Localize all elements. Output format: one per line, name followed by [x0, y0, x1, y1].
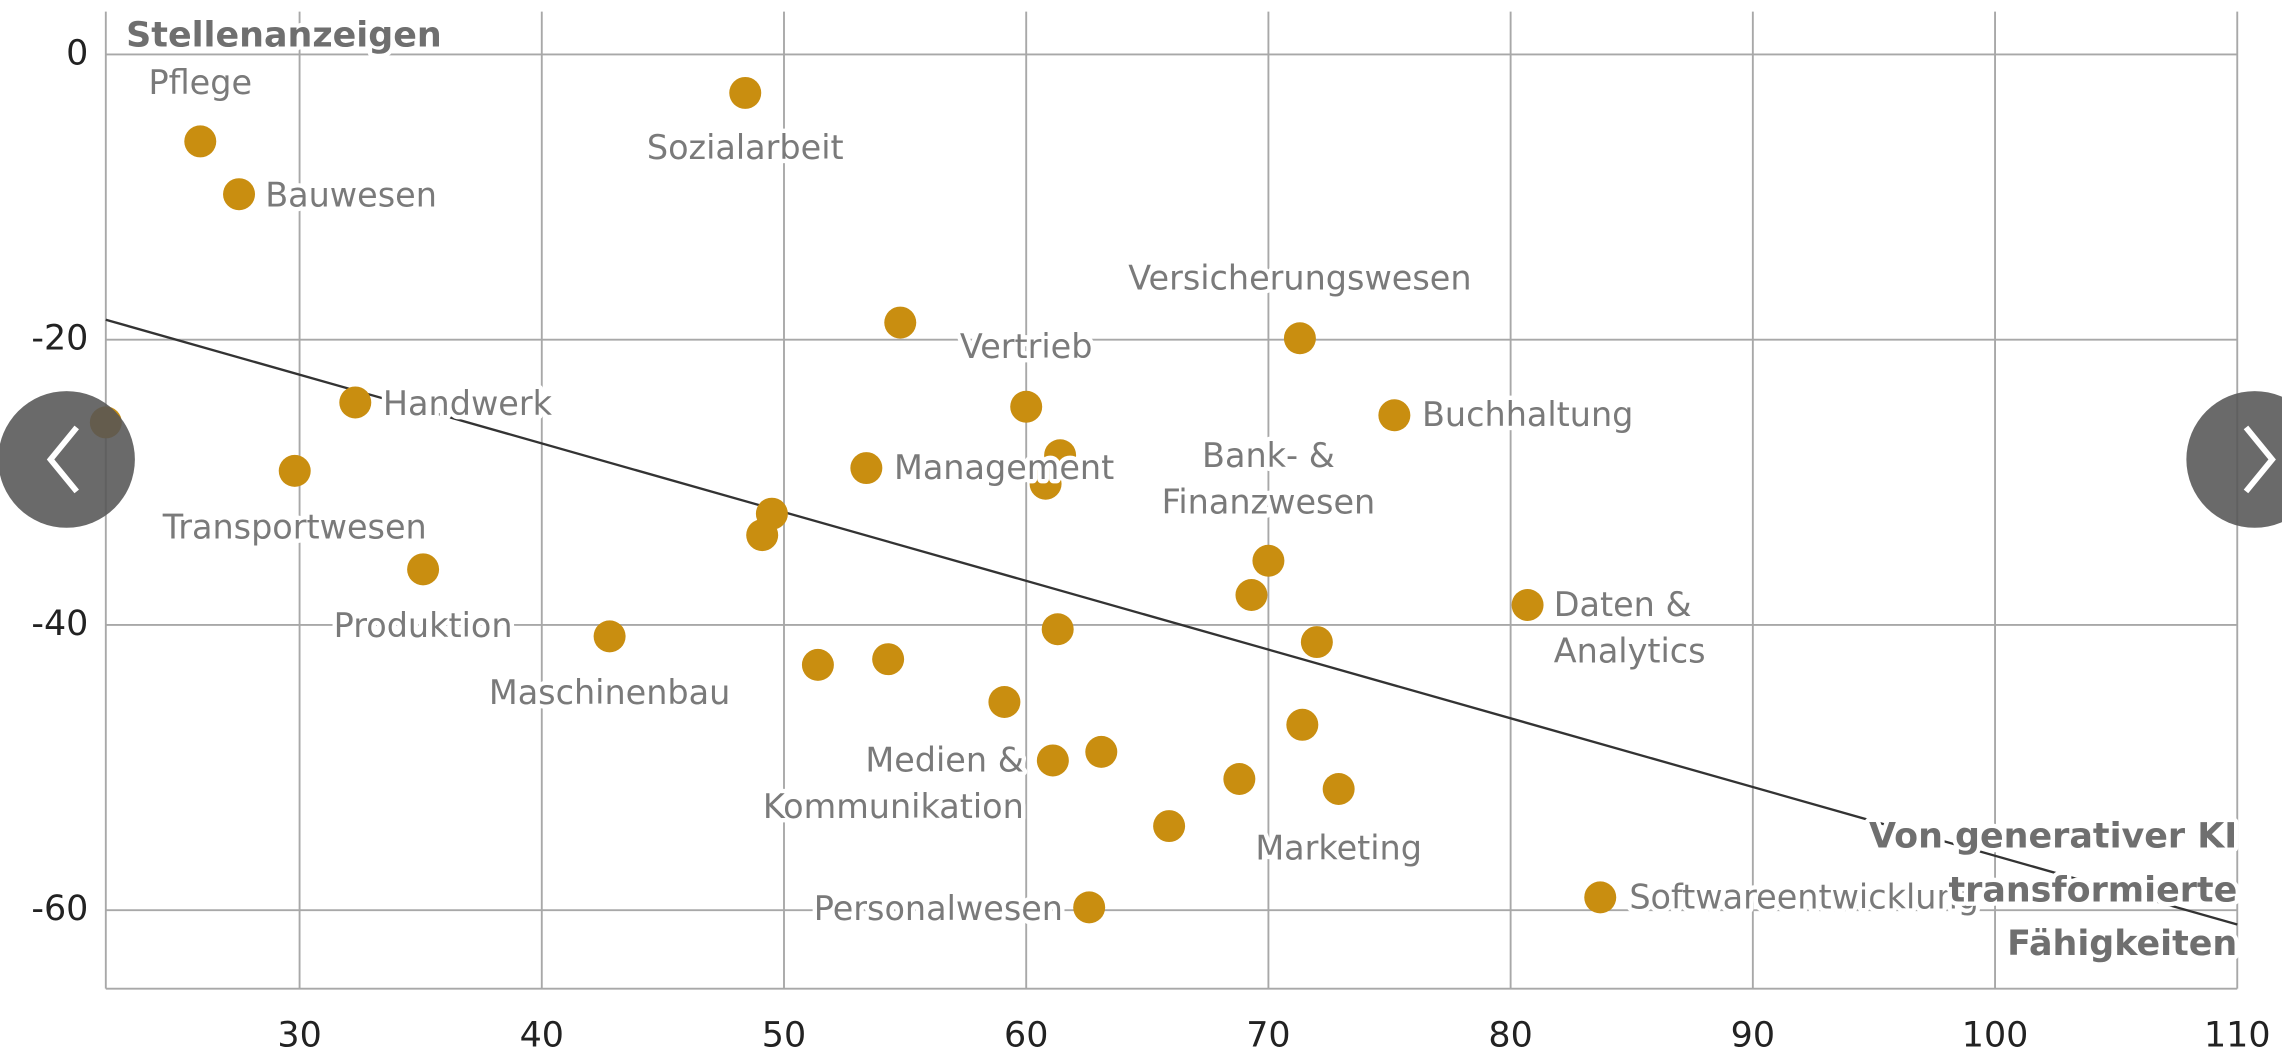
marks [89, 76, 2238, 926]
x-tick-label: 60 [1004, 1016, 1048, 1056]
point [1584, 881, 1617, 914]
point [884, 306, 917, 339]
point-label: Bank- & [1202, 436, 1335, 475]
point-label: Bauwesen [265, 176, 437, 215]
x-axis-title: Von generativer KI [1869, 816, 2237, 856]
y-tick-label: -60 [31, 889, 88, 929]
point [1511, 588, 1544, 621]
point-label: Management [894, 448, 1114, 487]
point [1283, 322, 1316, 355]
point [872, 643, 905, 676]
x-axis-title: Fähigkeiten [2007, 924, 2237, 964]
point [1036, 744, 1069, 777]
x-tick-label: 80 [1488, 1016, 1532, 1056]
point [1235, 579, 1268, 611]
point [1041, 613, 1074, 646]
x-tick-label: 70 [1246, 1016, 1290, 1056]
point [184, 125, 217, 158]
grid [104, 11, 2239, 990]
point-label: Marketing [1255, 829, 1422, 868]
next-icon [2243, 425, 2276, 494]
point [1010, 390, 1043, 423]
y-tick-label: -40 [31, 604, 88, 644]
point-label: Softwareentwicklung [1629, 877, 1979, 916]
point [1085, 735, 1118, 768]
point [1044, 439, 1077, 472]
texts: 30 40 50 60 70 80 90 100 110 0 -20 -40 -60 Pflege Bauw… [31, 11, 2271, 1056]
point-label: Personalwesen [814, 889, 1063, 928]
point-label: Daten & [1554, 585, 1692, 624]
point-label: Handwerk [383, 384, 553, 423]
point-label: Transportwesen [162, 508, 427, 547]
point-label: Versicherungswesen [1128, 259, 1471, 298]
x-axis-title: transformierte [1948, 870, 2237, 910]
point [1322, 772, 1355, 805]
point [1300, 626, 1333, 659]
x-tick-label: 40 [520, 1016, 564, 1056]
carousel-prev[interactable] [0, 391, 135, 528]
point [339, 386, 372, 419]
carousel-next[interactable] [2186, 391, 2282, 528]
point-label: Sozialarbeit [647, 128, 844, 167]
x-tick-label: 50 [762, 1016, 806, 1056]
point [850, 452, 883, 485]
point [593, 620, 626, 653]
point [278, 454, 311, 487]
point [1378, 399, 1411, 432]
point [1252, 544, 1285, 577]
point-label: Pflege [148, 63, 252, 102]
y-tick-label: 0 [66, 33, 88, 73]
point [729, 76, 762, 109]
prev-icon [46, 425, 79, 494]
y-axis-title: Stellenanzeigen [126, 15, 442, 55]
point-label: Produktion [334, 606, 513, 645]
point [1286, 708, 1319, 741]
x-tick-label: 100 [1962, 1016, 2029, 1056]
point-label: Maschinenbau [489, 673, 731, 712]
point [1153, 810, 1186, 843]
point-label: Medien & [865, 740, 1023, 779]
point-label: Kommunikation [763, 787, 1024, 826]
point-label: Buchhaltung [1422, 395, 1633, 434]
point [988, 685, 1021, 718]
point [407, 553, 440, 586]
trend-line [105, 318, 2238, 926]
point [1223, 763, 1256, 795]
point-label: Analytics [1554, 631, 1706, 670]
next-button[interactable] [2186, 391, 2282, 528]
prev-button[interactable] [0, 391, 135, 528]
point-label: Vertrieb [960, 327, 1093, 366]
point [746, 519, 779, 552]
x-tick-label: 110 [2204, 1016, 2271, 1056]
point-label: Finanzwesen [1162, 483, 1376, 522]
point [801, 648, 834, 681]
y-tick-label: -20 [31, 319, 88, 359]
x-tick-label: 90 [1731, 1016, 1775, 1056]
point [1029, 467, 1062, 500]
x-tick-label: 30 [277, 1016, 321, 1056]
point [1073, 891, 1106, 924]
point [223, 178, 256, 211]
